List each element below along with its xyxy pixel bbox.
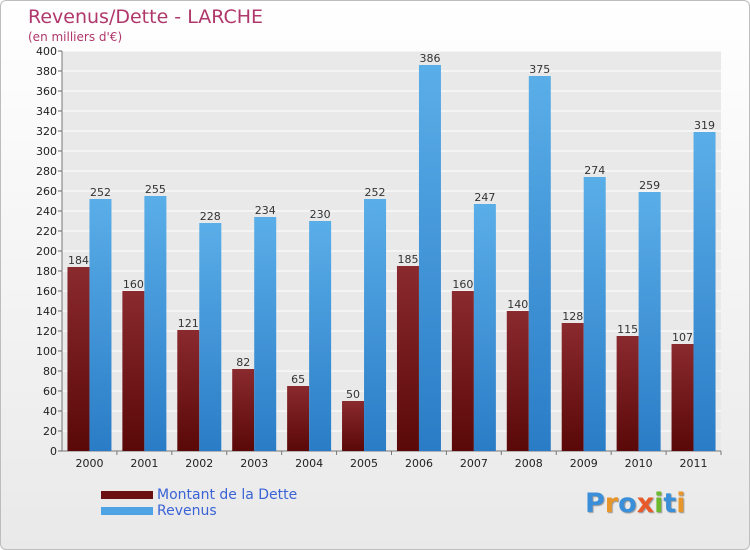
y-tick-label: 0	[50, 445, 57, 458]
data-label-revenus: 319	[694, 119, 715, 132]
bar-revenus	[254, 217, 277, 451]
data-label-revenus: 252	[90, 186, 111, 199]
x-tick-label: 2002	[185, 457, 213, 470]
bar-revenus	[528, 76, 551, 451]
data-label-revenus: 386	[419, 52, 440, 65]
y-tick-label: 260	[36, 185, 57, 198]
bar-revenus	[309, 221, 332, 451]
data-label-revenus: 247	[474, 191, 495, 204]
x-tick-label: 2005	[350, 457, 378, 470]
legend-swatch-revenus	[101, 507, 153, 515]
y-tick-label: 200	[36, 245, 57, 258]
data-label-dette: 160	[123, 278, 144, 291]
data-label-dette: 115	[617, 323, 638, 336]
y-tick-label: 400	[36, 45, 57, 58]
bar-revenus	[364, 199, 387, 451]
data-label-revenus: 234	[255, 204, 276, 217]
bar-revenus	[144, 196, 167, 451]
bar-dette	[396, 266, 419, 451]
bar-revenus	[199, 223, 222, 451]
data-label-dette: 82	[236, 356, 250, 369]
x-tick-label: 2007	[460, 457, 488, 470]
bar-revenus	[693, 132, 716, 451]
data-label-revenus: 259	[639, 179, 660, 192]
bar-dette	[506, 311, 529, 451]
x-tick-label: 2010	[625, 457, 653, 470]
data-label-revenus: 375	[529, 63, 550, 76]
bar-dette	[287, 386, 310, 451]
bar-revenus	[638, 192, 661, 451]
data-label-dette: 140	[507, 298, 528, 311]
proxiti-logo: Proxiti	[585, 488, 686, 519]
data-label-revenus: 255	[145, 183, 166, 196]
x-tick-label: 2001	[130, 457, 158, 470]
bar-dette	[177, 330, 200, 451]
y-tick-label: 140	[36, 305, 57, 318]
bar-dette	[67, 267, 90, 451]
y-tick-label: 380	[36, 65, 57, 78]
chart-title: Revenus/Dette - LARCHE	[28, 6, 264, 28]
y-tick-label: 240	[36, 205, 57, 218]
chart-subtitle: (en milliers d'€)	[28, 30, 123, 44]
data-label-dette: 160	[452, 278, 473, 291]
data-label-dette: 185	[397, 253, 418, 266]
legend-item-revenus: Revenus	[101, 503, 297, 519]
legend-label-revenus: Revenus	[157, 503, 217, 519]
y-tick-label: 280	[36, 165, 57, 178]
legend-item-dette: Montant de la Dette	[101, 487, 297, 503]
y-tick-label: 340	[36, 105, 57, 118]
y-tick-label: 40	[43, 405, 57, 418]
bar-dette	[451, 291, 474, 451]
y-tick-label: 220	[36, 225, 57, 238]
y-tick-label: 160	[36, 285, 57, 298]
y-tick-label: 300	[36, 145, 57, 158]
y-tick-label: 120	[36, 325, 57, 338]
bar-revenus	[89, 199, 112, 451]
data-label-dette: 107	[672, 331, 693, 344]
legend-label-dette: Montant de la Dette	[157, 487, 298, 503]
data-label-dette: 65	[291, 373, 305, 386]
bar-dette	[232, 369, 255, 451]
data-label-revenus: 252	[365, 186, 386, 199]
y-tick-label: 80	[43, 365, 57, 378]
y-tick-label: 100	[36, 345, 57, 358]
bar-revenus	[418, 65, 441, 451]
bar-dette	[616, 336, 639, 451]
x-tick-label: 2011	[680, 457, 708, 470]
y-tick-label: 320	[36, 125, 57, 138]
bar-dette	[561, 323, 584, 451]
x-tick-label: 2004	[295, 457, 323, 470]
y-tick-label: 360	[36, 85, 57, 98]
y-tick-label: 180	[36, 265, 57, 278]
bar-dette	[342, 401, 365, 451]
chart-legend: Montant de la Dette Revenus	[101, 487, 297, 519]
y-tick-label: 60	[43, 385, 57, 398]
data-label-dette: 50	[346, 388, 360, 401]
bar-revenus	[583, 177, 606, 451]
legend-swatch-dette	[101, 491, 153, 499]
data-label-revenus: 274	[584, 164, 605, 177]
data-label-dette: 128	[562, 310, 583, 323]
bar-revenus	[473, 204, 496, 451]
x-tick-label: 2009	[570, 457, 598, 470]
data-label-dette: 184	[68, 254, 89, 267]
bar-dette	[122, 291, 145, 451]
y-tick-label: 20	[43, 425, 57, 438]
data-label-revenus: 228	[200, 210, 221, 223]
x-tick-label: 2000	[75, 457, 103, 470]
x-tick-label: 2006	[405, 457, 433, 470]
x-tick-label: 2003	[240, 457, 268, 470]
data-label-revenus: 230	[310, 208, 331, 221]
x-tick-label: 2008	[515, 457, 543, 470]
data-label-dette: 121	[178, 317, 199, 330]
bar-dette	[671, 344, 694, 451]
